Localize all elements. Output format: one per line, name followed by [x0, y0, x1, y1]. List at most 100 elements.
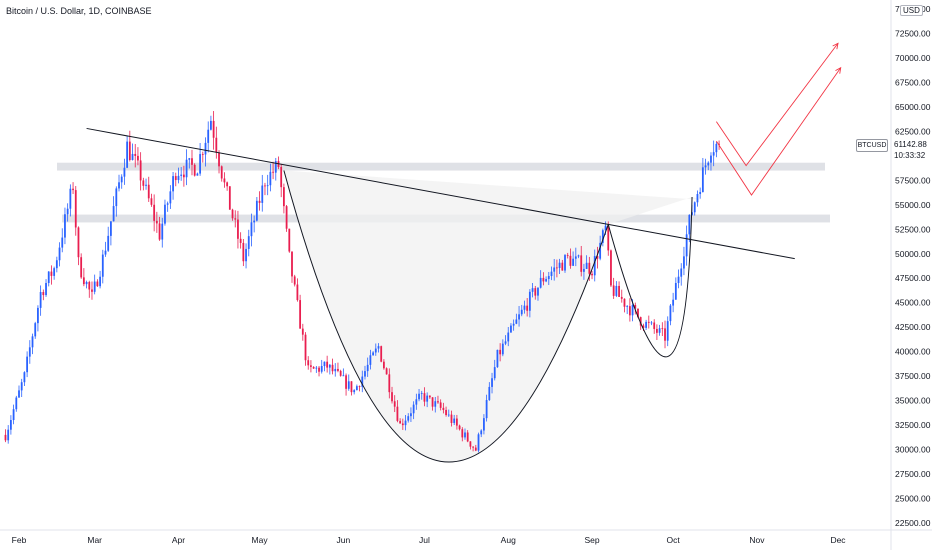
countdown-value: 10:33:32: [894, 151, 926, 160]
candle: [526, 298, 529, 317]
candle: [299, 294, 302, 329]
candle: [439, 399, 442, 411]
chart-drawings: [86, 42, 842, 463]
candle: [615, 281, 618, 298]
candle: [193, 163, 196, 177]
y-tick-label: 25000.00: [895, 494, 931, 504]
candle: [207, 121, 210, 153]
candle: [410, 407, 412, 422]
candle: [661, 322, 664, 337]
candle: [555, 259, 558, 278]
candle: [169, 185, 172, 209]
candle: [355, 384, 358, 391]
candle: [77, 226, 80, 266]
currency-badge[interactable]: USD: [900, 5, 923, 16]
candle: [580, 245, 583, 277]
candle: [674, 277, 677, 300]
candle: [464, 428, 466, 440]
x-tick-label: Aug: [501, 535, 516, 545]
candle: [31, 333, 34, 355]
projection-arrow-2[interactable]: [715, 67, 842, 196]
time-axis[interactable]: Feb Mar Apr May Jun Jul Aug Sep Oct Nov Dec: [12, 535, 847, 545]
candle: [507, 326, 510, 347]
candle: [688, 214, 691, 243]
candle: [245, 243, 247, 269]
candle: [485, 394, 488, 422]
candle: [399, 418, 402, 424]
handle-curve[interactable]: [607, 196, 693, 358]
candle: [364, 365, 366, 380]
candle: [101, 249, 104, 284]
candle: [596, 246, 599, 269]
price-axis[interactable]: 75000.0072500.0070000.0067500.0065000.00…: [895, 4, 931, 528]
candle: [255, 197, 258, 222]
candle: [220, 165, 223, 182]
candle: [515, 313, 518, 325]
candle: [34, 321, 37, 339]
candle: [69, 184, 72, 217]
last-price-tag: 61142.88 10:33:32: [892, 139, 932, 161]
candle: [104, 241, 107, 257]
candle: [64, 207, 66, 245]
candle: [107, 226, 110, 252]
candlesticks: [4, 111, 720, 453]
candle: [366, 357, 369, 377]
resistance-zone-1[interactable]: [57, 162, 825, 171]
candle: [15, 395, 18, 412]
candle: [96, 279, 99, 287]
candle: [672, 292, 675, 313]
projection-arrowhead-1: [832, 42, 839, 50]
candle: [693, 201, 696, 216]
candle: [426, 392, 429, 408]
candle: [269, 163, 272, 192]
candle: [188, 157, 191, 169]
y-tick-label: 37500.00: [895, 371, 931, 381]
candle: [326, 355, 329, 373]
candle: [231, 208, 234, 221]
candle: [258, 191, 261, 211]
candle: [710, 152, 712, 171]
candle: [501, 339, 504, 357]
candle: [653, 319, 656, 334]
candle: [291, 251, 293, 283]
y-tick-label: 62500.00: [895, 126, 931, 136]
candle: [12, 404, 15, 425]
candle: [415, 393, 418, 410]
candle: [158, 216, 161, 241]
candle: [585, 255, 588, 270]
candle: [150, 193, 153, 207]
candle: [704, 158, 707, 175]
descending-trendline[interactable]: [86, 127, 795, 260]
candle: [331, 358, 334, 375]
candle: [247, 229, 250, 257]
candle: [477, 432, 480, 453]
candle: [304, 332, 307, 366]
candle: [550, 266, 553, 281]
candle: [185, 149, 188, 186]
projection-arrow-1[interactable]: [716, 42, 839, 167]
candle: [677, 269, 680, 289]
cup-curve[interactable]: [283, 170, 609, 463]
candle: [683, 246, 685, 276]
candle: [9, 415, 12, 435]
candle: [583, 263, 585, 280]
candle: [626, 305, 629, 315]
y-tick-label: 42500.00: [895, 322, 931, 332]
candle: [66, 203, 69, 222]
candle: [99, 270, 101, 289]
candle: [480, 429, 483, 438]
y-tick-label: 67500.00: [895, 77, 931, 87]
candle: [623, 298, 626, 313]
candle: [218, 150, 220, 174]
candle: [334, 363, 337, 377]
candle: [182, 165, 185, 187]
candle: [499, 343, 502, 362]
last-price-value: 61142.88: [894, 140, 927, 149]
candle: [534, 285, 537, 300]
candle: [55, 256, 58, 273]
candle: [542, 272, 545, 286]
candle: [307, 356, 310, 370]
candle: [434, 396, 437, 413]
candle: [418, 388, 420, 402]
